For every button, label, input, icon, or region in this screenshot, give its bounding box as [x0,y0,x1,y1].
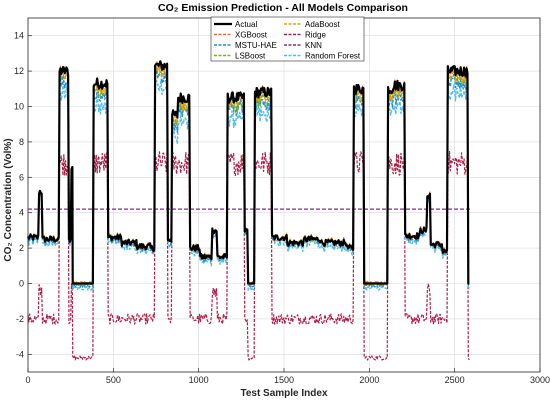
y-tick-label: 0 [19,279,24,289]
x-tick-label: 3000 [530,375,550,385]
y-tick-label: 8 [19,137,24,147]
series-line-actual [26,60,470,285]
x-tick-label: 500 [106,375,121,385]
legend-label: AdaBoost [305,20,340,29]
legend-label: Random Forest [305,52,361,61]
x-axis-label: Test Sample Index [240,388,328,399]
legend-label: XGBoost [235,31,268,40]
legend-label: MSTU-HAE [235,41,277,50]
y-axis-label: CO₂ Concentration (Vol%) [3,138,14,261]
y-tick-label: 14 [14,31,24,41]
x-tick-label: 2000 [359,375,379,385]
legend-box [210,16,365,62]
y-axis-ticks: -4 -2 0 2 4 6 8 10 12 14 [14,31,32,359]
y-tick-label: -4 [16,349,24,359]
x-tick-label: 0 [25,375,30,385]
series-lines [26,60,471,361]
y-tick-label: 10 [14,102,24,112]
legend-label: Ridge [305,31,326,40]
legend: Actual AdaBoost XGBoost Ridge MSTU-HAE KNN LSB… [210,16,365,62]
x-tick-label: 1000 [189,375,209,385]
x-tick-label: 2500 [445,375,465,385]
y-tick-label: 4 [19,208,24,218]
y-tick-label: 12 [14,66,24,76]
y-tick-label: -2 [16,314,24,324]
legend-label: Actual [235,20,257,29]
legend-label: LSBoost [235,52,266,61]
x-axis-ticks: 0 500 1000 1500 2000 2500 3000 [25,368,550,385]
y-tick-label: 2 [19,243,24,253]
chart-title: CO₂ Emission Prediction - All Models Com… [158,2,408,14]
legend-label: KNN [305,41,322,50]
series-line-random-forest [27,78,470,291]
y-tick-label: 6 [19,172,24,182]
series-line-ridge [27,150,470,361]
x-tick-label: 1500 [274,375,294,385]
series-line-mstu-hae [27,69,470,288]
